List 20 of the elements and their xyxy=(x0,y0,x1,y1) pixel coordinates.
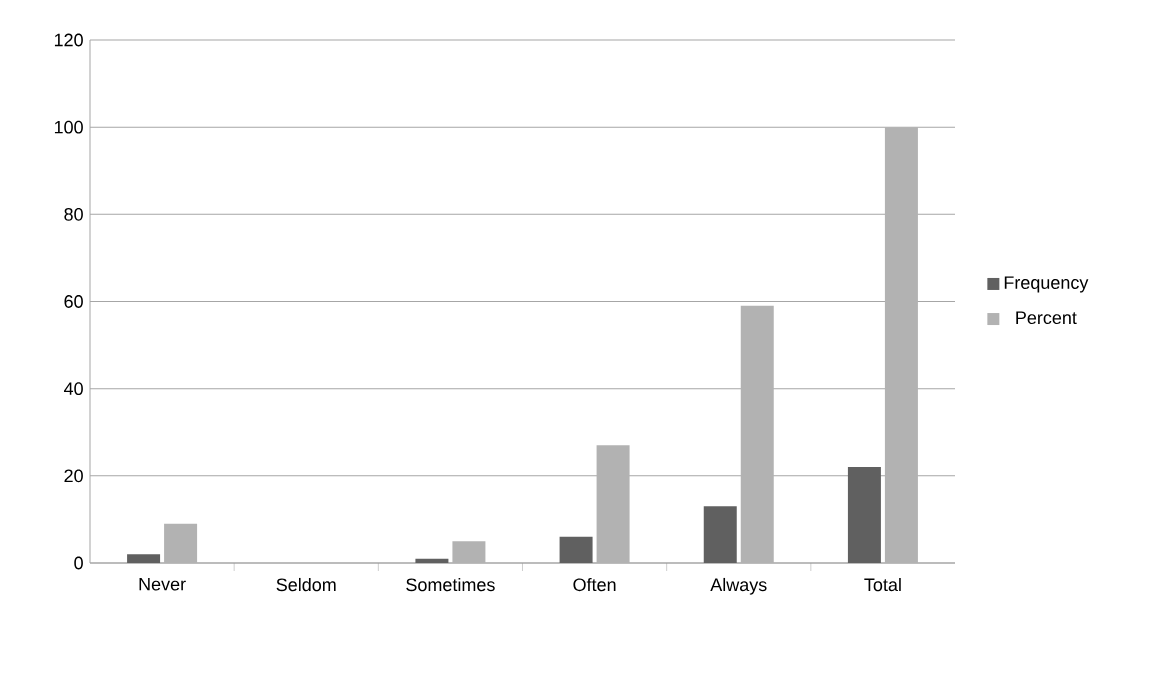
bar xyxy=(703,506,737,563)
bar xyxy=(847,467,881,563)
y-tick-label: 80 xyxy=(64,207,83,221)
y-tick-label: 40 xyxy=(63,382,83,396)
x-tick-label: Seldom xyxy=(276,577,336,592)
bar xyxy=(415,558,449,563)
legend-label: Frequency xyxy=(1004,276,1089,293)
y-tick-label: 120 xyxy=(54,33,83,47)
y-tick-label: 100 xyxy=(54,120,83,134)
x-tick-label: Total xyxy=(864,577,901,592)
x-tick-label: Often xyxy=(573,577,616,592)
y-tick-label: 60 xyxy=(64,295,83,308)
x-tick-label: Never xyxy=(139,577,186,591)
y-tick-label: 20 xyxy=(64,469,83,483)
legend-label: Percent xyxy=(1016,311,1077,325)
x-tick-label: Always xyxy=(710,577,767,595)
bar xyxy=(127,554,161,563)
bar xyxy=(559,536,593,563)
x-tick-label: Sometimes xyxy=(406,577,495,592)
y-tick-label: 0 xyxy=(74,556,83,570)
